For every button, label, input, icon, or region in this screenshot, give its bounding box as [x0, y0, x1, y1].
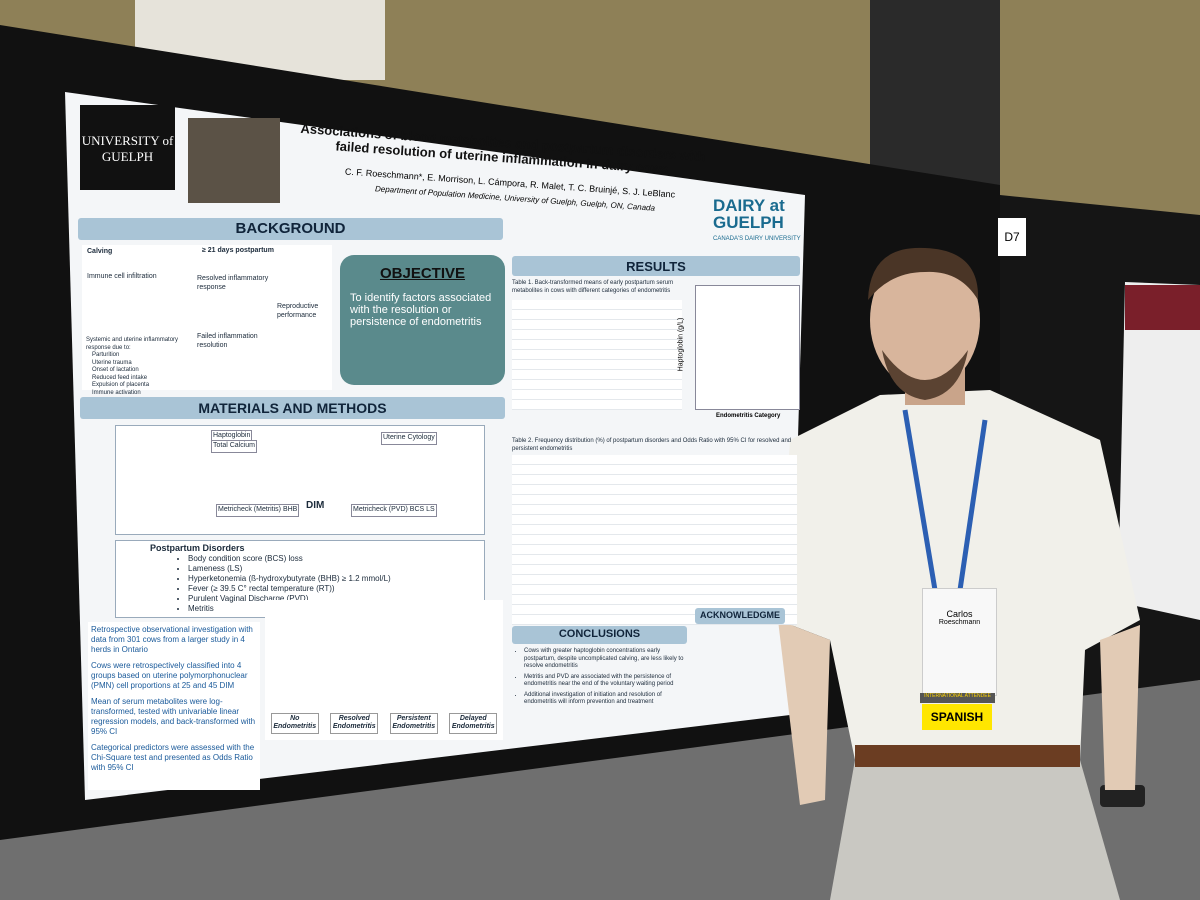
- disorder-item: Hyperketonemia (ß-hydroxybutyrate (BHB) …: [188, 574, 484, 584]
- disorder-item: Metritis: [188, 604, 484, 614]
- cause-item: Immune activation: [92, 389, 141, 396]
- cause-item: Expulsion of placenta: [92, 382, 150, 388]
- badge: Carlos Roeschmann: [922, 588, 997, 696]
- cause-item: Reduced feed intake: [92, 374, 148, 381]
- cause-item: Parturition: [92, 352, 120, 358]
- background-diagram: Calving ≥ 21 days postpartum Immune cell i…: [82, 245, 332, 396]
- section-heading: ACKNOWLEDGME: [695, 608, 785, 624]
- booth-number: D7: [998, 218, 1026, 256]
- conclusion-item: Metritis and PVD are associated with the…: [524, 674, 687, 689]
- diagram-label: Resolved inflammatory response: [197, 275, 269, 291]
- diagram-label: Immune cell infiltration: [87, 273, 157, 280]
- section-heading: MATERIALS AND METHODS: [80, 397, 505, 419]
- table: [512, 300, 682, 410]
- measure-label: Metricheck (PVD) BCS LS: [351, 504, 437, 517]
- group-label: No Endometritis: [270, 712, 319, 734]
- badge-ribbon: INTERNATIONAL ATTENDEE: [920, 693, 995, 703]
- scatter-chart: Haptoglobin (g/L) Endometritis Category: [677, 285, 800, 419]
- side-poster-header: [1125, 285, 1200, 330]
- group-label: Resolved Endometritis: [330, 712, 379, 734]
- disorder-item: Fever (≥ 39.5 C° rectal temperature (RT)…: [188, 584, 484, 594]
- shirt: [778, 390, 1140, 760]
- conclusion-item: Cows with greater haptoglobin concentrat…: [524, 648, 687, 671]
- conclusion-list: Cows with greater haptoglobin concentrat…: [512, 648, 687, 707]
- pillar: [870, 0, 1000, 200]
- badge-language: SPANISH: [922, 704, 992, 730]
- dairy-tagline: CANADA'S DAIRY UNIVERSITY: [713, 236, 801, 242]
- trousers: [830, 760, 1120, 900]
- diagram-label: Calving: [87, 248, 113, 255]
- dairy-logo: DAIRY at GUELPH: [713, 196, 785, 232]
- objective-box: OBJECTIVE To identify factors associated…: [340, 255, 505, 385]
- section-heading: CONCLUSIONS: [512, 626, 687, 644]
- table: [512, 455, 797, 625]
- group-label: Delayed Endometritis: [449, 712, 498, 734]
- note: Mean of serum metabolites were log-trans…: [91, 697, 256, 736]
- table-caption: Table 1. Back-transformed means of early…: [512, 280, 674, 294]
- badge-name: Carlos: [946, 609, 973, 619]
- objective-text: To identify factors associated with the …: [350, 292, 492, 328]
- chart-xlabel: Endometritis Category: [716, 413, 781, 419]
- side-poster: [1118, 282, 1200, 620]
- disorder-list: Body condition score (BCS) lossLameness …: [176, 554, 484, 614]
- cause-item: Uterine trauma: [92, 359, 132, 366]
- conclusions: Cows with greater haptoglobin concentrat…: [512, 648, 687, 710]
- diagram-label: ≥ 21 days postpartum: [202, 247, 274, 254]
- belt: [855, 745, 1080, 767]
- university-logo: UNIVERSITY of GUELPH: [80, 105, 175, 190]
- portrait: [188, 118, 280, 203]
- disorder-item: Purulent Vaginal Discharge (PVD): [188, 594, 484, 604]
- cause-item: Onset of lactation: [92, 367, 139, 373]
- diagram-label: Failed inflammation resolution: [197, 333, 258, 349]
- diagram-label: Reproductive performance: [277, 303, 319, 319]
- beard: [882, 350, 968, 400]
- table-caption: Table 2. Frequency distribution (%) of p…: [512, 438, 792, 452]
- disorder-item: Body condition score (BCS) loss: [188, 554, 484, 564]
- disorder-item: Lameness (LS): [188, 564, 484, 574]
- section-heading: BACKGROUND: [78, 218, 503, 240]
- arm-right: [1100, 625, 1140, 790]
- note: Cows were retrospectively classified int…: [91, 661, 248, 690]
- note: Categorical predictors were assessed wit…: [91, 743, 255, 772]
- chart-axis: Haptoglobin (g/L): [677, 317, 685, 372]
- lanyard: [902, 409, 988, 591]
- cause-item: Systemic and uterine inflammatory respon…: [86, 337, 179, 351]
- hair: [868, 247, 979, 300]
- groups-diagram: No Endometritis Resolved Endometritis Pers…: [265, 600, 503, 740]
- note: Retrospective observational investigatio…: [91, 625, 253, 654]
- conclusion-item: Additional investigation of initiation a…: [524, 692, 687, 707]
- face: [870, 250, 980, 390]
- measure-label: Uterine Cytology: [381, 432, 437, 445]
- methods-notes: Retrospective observational investigatio…: [88, 622, 260, 790]
- measure-label: Total Calcium: [211, 440, 258, 453]
- disorders-heading: Postpartum Disorders: [150, 543, 245, 553]
- cause-list: Systemic and uterine inflammatory respon…: [86, 337, 196, 397]
- objective-heading: OBJECTIVE: [379, 265, 466, 282]
- measure-label: Metricheck (Metritis) BHB: [216, 504, 300, 517]
- arm-left: [778, 620, 830, 805]
- badge-surname: Roeschmann: [938, 619, 981, 626]
- section-heading: RESULTS: [512, 256, 800, 276]
- timeline-axis: DIM: [306, 499, 325, 511]
- timeline: DIM Haptoglobin Total Calcium Uterine Cyto…: [115, 425, 485, 535]
- watch: [1100, 785, 1145, 807]
- group-label: Persistent Endometritis: [389, 712, 438, 734]
